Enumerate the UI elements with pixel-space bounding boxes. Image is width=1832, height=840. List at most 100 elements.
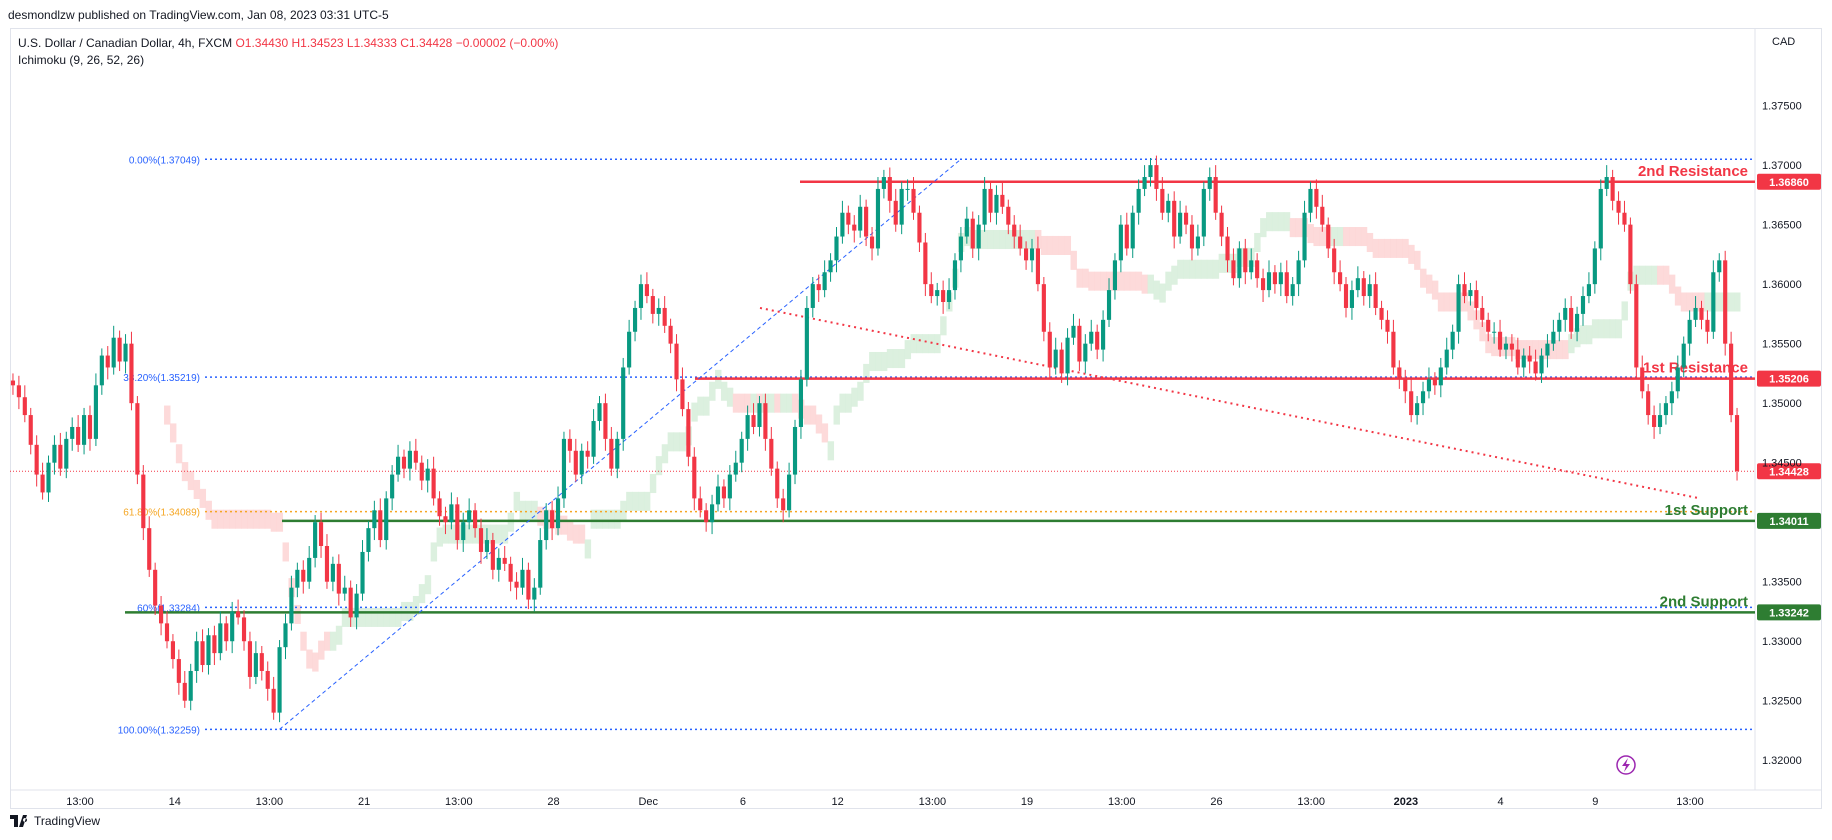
candle-body (283, 623, 288, 648)
cloud-segment (264, 509, 272, 529)
published-text: desmondlzw published on TradingView.com,… (8, 8, 389, 22)
candle (899, 181, 904, 235)
candle-body (1012, 224, 1017, 237)
level-name-label: 1st Resistance (1643, 360, 1748, 377)
candle (1018, 224, 1023, 256)
candle (1527, 346, 1532, 374)
cloud-segment (1479, 322, 1486, 342)
x-tick-label: 6 (740, 796, 746, 808)
candle (1148, 157, 1153, 187)
candle (698, 486, 703, 518)
cloud-segment (1674, 286, 1682, 306)
candle-body (787, 474, 792, 511)
candle-body (538, 540, 543, 588)
candle (579, 443, 584, 485)
current-price-tag (1757, 463, 1821, 480)
cloud-segment (750, 393, 758, 413)
cloud-segment (1651, 265, 1658, 285)
candle-body (425, 468, 430, 481)
candle (852, 215, 857, 243)
candle-body (1539, 355, 1544, 374)
cloud-segment (560, 515, 568, 535)
cloud-segment (1645, 265, 1652, 285)
candle (141, 465, 146, 541)
level-price-tag (1757, 604, 1821, 621)
candle-body (1189, 224, 1195, 249)
candle-body (1231, 260, 1236, 279)
candle (1574, 306, 1580, 342)
candle-body (1006, 206, 1011, 225)
candle-body (354, 593, 359, 618)
candle (271, 676, 276, 720)
candle-body (1480, 307, 1485, 320)
candle-body (484, 540, 490, 552)
level-price-text: 1.33242 (1769, 607, 1809, 619)
candle-body (1474, 290, 1479, 308)
candle (1243, 238, 1248, 285)
cloud-segment (1254, 232, 1261, 253)
candle-body (271, 688, 276, 713)
chart-frame[interactable] (10, 28, 1822, 809)
candle (792, 419, 798, 485)
cloud-segment (1657, 265, 1664, 285)
candle (662, 296, 667, 333)
x-tick-label: 19 (1021, 796, 1033, 808)
cloud-segment (241, 509, 248, 529)
candle-body (757, 403, 762, 427)
footer-brand-text: TradingView (34, 814, 101, 828)
cloud-segment (1070, 250, 1077, 270)
candle-body (858, 206, 863, 231)
candle-body (1391, 331, 1396, 368)
candle-body (1332, 248, 1337, 273)
candle (1652, 405, 1657, 439)
cloud-segment (1384, 238, 1391, 258)
candle-body (259, 653, 264, 671)
cloud-segment (365, 607, 372, 627)
candle (994, 185, 999, 225)
candle (1284, 260, 1289, 304)
cloud-segment (1348, 227, 1356, 247)
y-tick-label: 1.33000 (1762, 636, 1802, 648)
candle-body (875, 188, 881, 249)
candle (348, 580, 353, 627)
candle-body (698, 498, 703, 511)
candle (1379, 300, 1384, 330)
x-tick-label: 13:00 (1297, 796, 1325, 808)
candle-body (1367, 284, 1372, 297)
x-tick-label: 21 (358, 796, 370, 808)
cloud-segment (1591, 319, 1599, 339)
candle (1260, 268, 1266, 302)
candle-body (929, 284, 934, 297)
candle (1509, 334, 1514, 362)
candle-body (348, 587, 353, 618)
candle (342, 575, 347, 601)
cloud-segment (1212, 259, 1220, 279)
candle (1178, 200, 1183, 244)
candle-body (970, 218, 975, 249)
candles (10, 155, 1740, 723)
candle-body (129, 343, 134, 404)
cloud-segment (1277, 212, 1285, 232)
cloud-segment (1609, 319, 1617, 339)
cloud-segment (1271, 212, 1279, 232)
cloud-segment (466, 524, 473, 544)
candle (970, 211, 975, 258)
candle-body (230, 611, 235, 642)
candle-body (834, 236, 839, 261)
candle-body (1681, 343, 1686, 368)
cloud-segment (229, 509, 236, 529)
indicator-legend[interactable]: Ichimoku (9, 26, 52, 26) (18, 53, 145, 67)
candle-body (1260, 278, 1266, 291)
candle-body (1717, 260, 1722, 273)
candle-body (727, 474, 732, 499)
candle-body (923, 242, 928, 285)
cloud-segment (537, 506, 544, 526)
cloud-segment (1266, 212, 1273, 232)
candle (911, 177, 916, 220)
candle (1361, 271, 1366, 306)
candle-body (704, 510, 709, 523)
candle (1225, 227, 1230, 273)
candle (241, 610, 247, 651)
candle-body (1343, 284, 1349, 308)
